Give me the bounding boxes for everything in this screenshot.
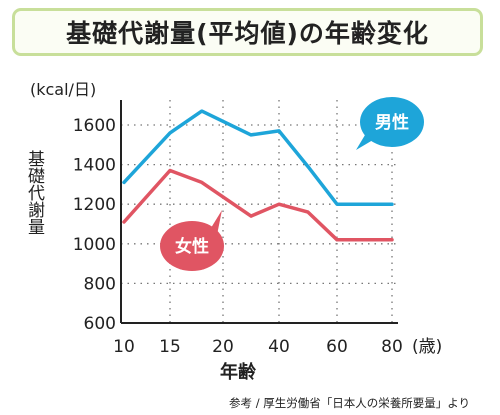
source-note: 参考 / 厚生労働省「日本人の栄養所要量」より [229, 396, 470, 410]
x-tick-label: 20 [212, 337, 234, 357]
x-tick-label: 80 [381, 337, 403, 357]
y-tick-label: 1000 [73, 235, 116, 255]
title-banner: 基礎代謝量(平均値)の年齢変化 [12, 8, 483, 56]
series-label-male: 男性 [375, 112, 409, 133]
series-lines [122, 109, 394, 242]
y-unit-label: (kcal/日) [30, 80, 96, 99]
series-line-female [122, 168, 394, 242]
y-tick-label: 600 [84, 314, 116, 334]
x-tick-label: 10 [113, 337, 135, 357]
bubble-male [360, 97, 424, 147]
axes [120, 100, 398, 324]
y-tick-label: 1200 [73, 195, 116, 215]
x-tick-label: 15 [159, 337, 181, 357]
y-tick-labels: 600 800 1000 1200 1400 1600 [73, 116, 116, 334]
bubble-female [160, 221, 224, 271]
chart-title: 基礎代謝量(平均値)の年齢変化 [66, 19, 429, 48]
y-tick-label: 1600 [73, 116, 116, 136]
x-tick-labels: 10 15 20 40 60 80 [113, 337, 403, 357]
series-line-male [122, 109, 394, 206]
x-axis-title: 年齢 [220, 361, 257, 383]
x-unit-label: (歳) [412, 337, 442, 357]
series-label-female: 女性 [175, 236, 209, 257]
x-tick-label: 40 [268, 337, 290, 357]
y-axis-title: 基礎代謝量 [24, 150, 44, 235]
x-tick-label: 60 [326, 337, 348, 357]
y-tick-label: 800 [84, 274, 116, 294]
y-tick-label: 1400 [73, 156, 116, 176]
